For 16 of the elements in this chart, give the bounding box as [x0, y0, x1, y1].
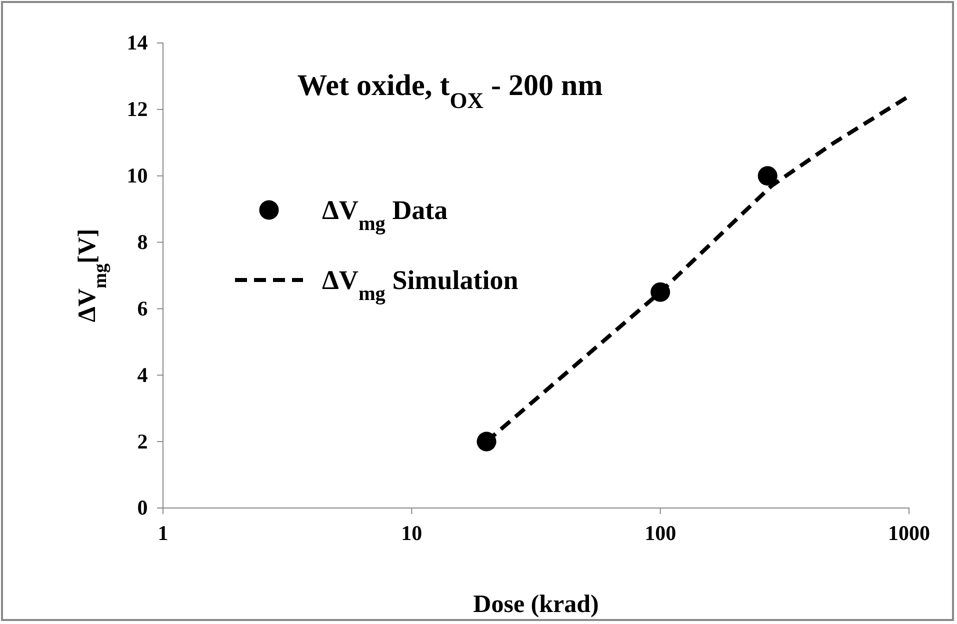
text: Wet oxide, t$_{OX}$ - 200 nm: [297, 69, 603, 112]
y-tick-label: 4: [137, 362, 148, 387]
y-tick-label: 10: [126, 164, 148, 188]
legend-label: ΔV$_{mg}$ Data: [322, 195, 448, 235]
y-tick-label: 6: [137, 296, 148, 320]
x-axis-title: Dose (krad): [473, 591, 599, 618]
y-tick-label: 2: [137, 429, 148, 454]
y-tick-label: 8: [137, 230, 148, 254]
y-tick-label: 0: [137, 496, 148, 520]
legend-label: ΔV$_{mg}$ Simulation: [322, 265, 518, 305]
x-tick-label: 1: [158, 521, 168, 546]
y-tick-label: 14: [126, 30, 148, 55]
x-tick-label: 100: [644, 521, 676, 546]
x-tick-label: 1000: [888, 521, 930, 546]
y-tick-label: 12: [126, 97, 148, 122]
x-tick-label: 10: [401, 521, 422, 546]
